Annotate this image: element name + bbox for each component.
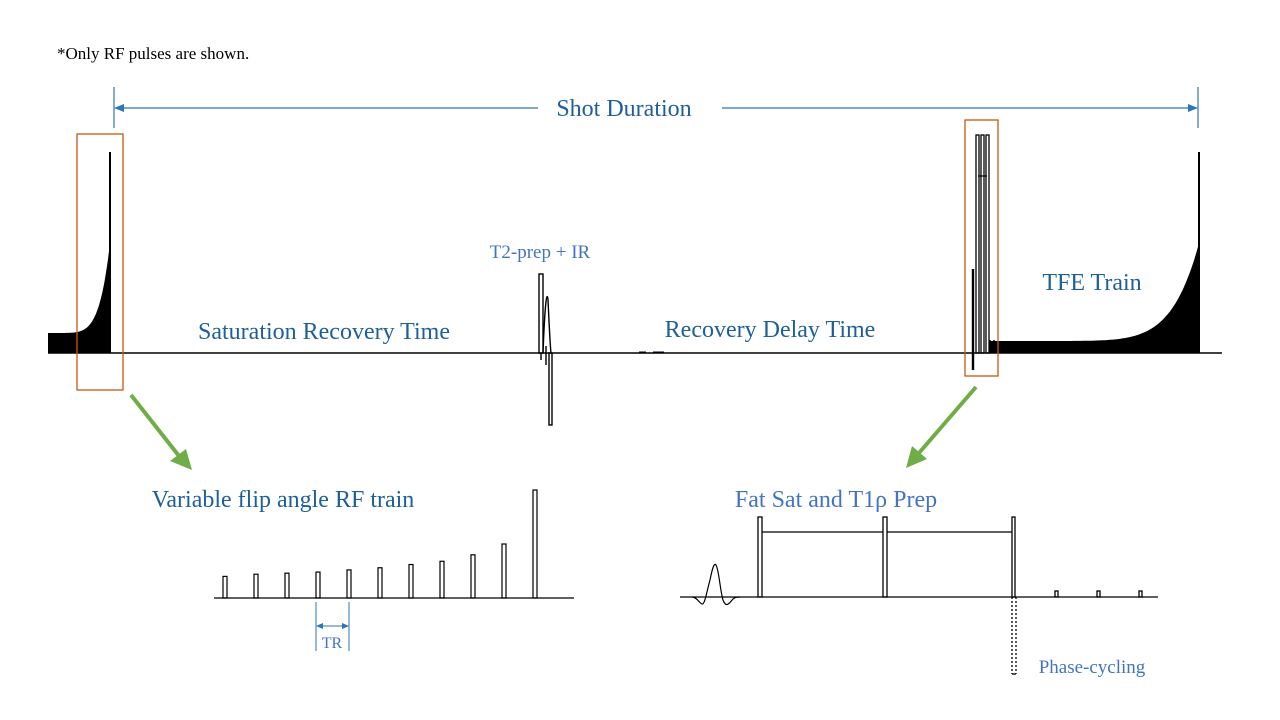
tr-marker bbox=[315, 602, 350, 651]
vfa-pulse bbox=[470, 554, 476, 599]
vfa-pulse bbox=[408, 563, 414, 599]
tfe-train-label: TFE Train bbox=[1042, 270, 1141, 296]
t1rho-spin-lock-pulses bbox=[757, 516, 1143, 675]
t2prep-ir-pulses bbox=[538, 273, 553, 426]
fatsat-t1rho-label: Fat Sat and T1ρ Prep bbox=[735, 487, 937, 513]
note-text: *Only RF pulses are shown. bbox=[57, 44, 249, 63]
shot-duration-arrow bbox=[113, 87, 1199, 128]
t2prep-ir-label: T2-prep + IR bbox=[490, 242, 591, 263]
vfa-pulse bbox=[377, 567, 383, 599]
vfa-train-label: Variable flip angle RF train bbox=[152, 487, 415, 513]
left-tfe-ramp bbox=[48, 243, 110, 353]
vfa-pulse bbox=[284, 572, 290, 599]
shot-duration-label: Shot Duration bbox=[556, 96, 691, 122]
vfa-pulse bbox=[439, 560, 445, 599]
vfa-pulse bbox=[222, 575, 228, 599]
prep-pulse-cluster bbox=[971, 134, 995, 370]
left-highlight-box bbox=[76, 133, 124, 391]
vfa-pulse bbox=[532, 489, 538, 599]
saturation-recovery-label: Saturation Recovery Time bbox=[198, 319, 450, 345]
vfa-pulse bbox=[253, 573, 259, 599]
right-highlight-box bbox=[964, 119, 999, 377]
green-arrow-right bbox=[906, 385, 978, 468]
recovery-delay-label: Recovery Delay Time bbox=[665, 317, 876, 343]
fatsat-sinc-pulse bbox=[691, 563, 741, 606]
vfa-pulses bbox=[222, 489, 538, 599]
phase-cycling-label: Phase-cycling bbox=[1039, 657, 1146, 678]
tr-label: TR bbox=[322, 635, 343, 652]
vfa-pulse bbox=[346, 569, 352, 599]
vfa-pulse bbox=[315, 571, 321, 599]
green-arrow-left bbox=[129, 393, 192, 470]
right-tfe-ramp bbox=[990, 243, 1199, 353]
vfa-pulse bbox=[501, 543, 507, 599]
